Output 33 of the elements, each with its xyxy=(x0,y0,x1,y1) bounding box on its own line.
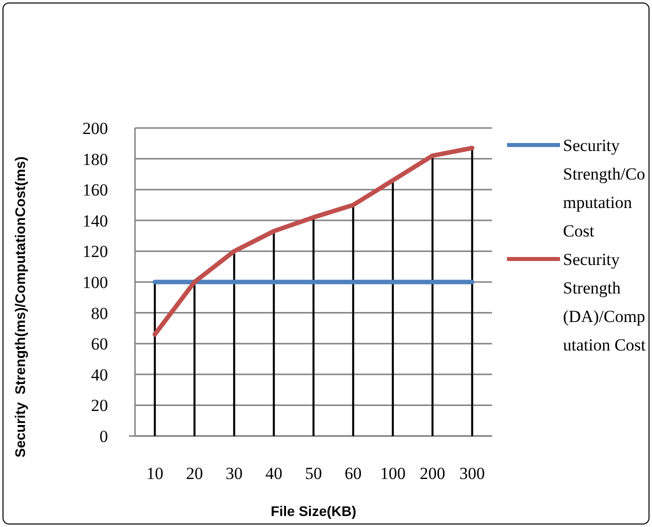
bar xyxy=(471,148,474,436)
x-tick-label: 200 xyxy=(420,464,446,483)
y-tick-label: 60 xyxy=(91,334,108,354)
bar xyxy=(233,251,236,436)
y-tick-label: 40 xyxy=(91,365,108,384)
bar xyxy=(432,156,434,436)
y-tick-label: 160 xyxy=(82,180,108,200)
y-tick-label: 140 xyxy=(82,211,108,230)
y-tick-label: 0 xyxy=(100,426,108,446)
bar xyxy=(392,180,394,436)
y-tick-label: 120 xyxy=(82,242,108,262)
x-tick-label: 40 xyxy=(265,464,282,483)
legend-label: Security Strength/Computation Cost xyxy=(563,136,646,240)
legend-label: Security Strength (DA)/Computation Cost xyxy=(563,250,646,354)
x-tick-label: 30 xyxy=(226,464,243,483)
x-tick-label: 10 xyxy=(146,464,164,483)
x-tick-label: 50 xyxy=(305,464,322,483)
x-tick-label: 60 xyxy=(344,464,362,483)
x-tick-label: 300 xyxy=(459,464,485,483)
y-tick-label: 180 xyxy=(82,150,108,169)
x-axis-title: File Size(KB) xyxy=(270,503,356,519)
y-tick-label: 80 xyxy=(91,304,108,323)
y-tick-label: 20 xyxy=(91,396,108,416)
x-tick-label: 20 xyxy=(186,464,203,483)
y-tick-label: 100 xyxy=(82,272,108,292)
bar xyxy=(154,282,156,436)
y-axis-title: Security Strength(ms)/ComputationCost(ms) xyxy=(12,156,28,458)
bar xyxy=(312,217,314,436)
line-series xyxy=(152,146,474,337)
bar xyxy=(272,231,275,436)
y-tick-label: 200 xyxy=(82,118,108,138)
bar xyxy=(352,205,354,436)
x-tick-label: 100 xyxy=(380,464,406,483)
